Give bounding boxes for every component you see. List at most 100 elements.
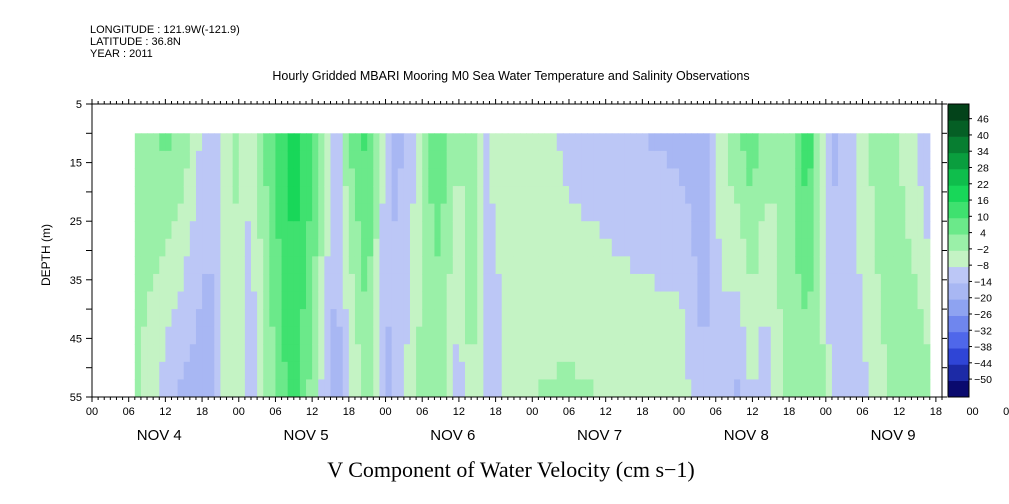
heatmap-cell <box>807 344 815 363</box>
heatmap-cell <box>899 344 906 363</box>
heatmap-cell <box>691 309 698 328</box>
heatmap-cell <box>232 203 240 222</box>
heatmap-cell <box>195 256 203 275</box>
heatmap-cell <box>238 186 246 205</box>
heatmap-cell <box>795 203 802 222</box>
heatmap-cell <box>263 291 270 310</box>
heatmap-cell <box>783 379 790 397</box>
heatmap-cell <box>238 344 246 363</box>
heatmap-cell <box>899 256 906 275</box>
heatmap-cell <box>721 203 729 222</box>
heatmap-cell <box>348 361 356 381</box>
heatmap-cell <box>917 238 925 257</box>
heatmap-cell <box>373 186 381 205</box>
heatmap-cell <box>666 256 674 275</box>
heatmap-cell <box>825 150 833 170</box>
heatmap-cell <box>789 379 796 397</box>
heatmap-cell <box>538 256 546 275</box>
heatmap-cell <box>177 186 185 205</box>
heatmap-cell <box>232 186 240 205</box>
heatmap-cell <box>819 168 827 187</box>
heatmap-cell <box>617 309 625 328</box>
heatmap-cell <box>489 379 497 397</box>
heatmap-cell <box>581 309 588 328</box>
heatmap-cell <box>250 344 258 363</box>
heatmap-cell <box>672 168 680 187</box>
heatmap-cell <box>917 221 925 240</box>
heatmap-cell <box>520 238 527 257</box>
heatmap-cell <box>483 273 491 293</box>
heatmap-cell <box>348 238 356 257</box>
heatmap-cell <box>483 379 491 397</box>
heatmap-cell <box>605 361 613 381</box>
heatmap-cell <box>758 361 766 381</box>
heatmap-cell <box>825 291 833 310</box>
heatmap-cell <box>550 238 558 257</box>
heatmap-cell <box>880 309 888 328</box>
heatmap-cell <box>214 344 222 363</box>
heatmap-cell <box>465 291 472 310</box>
heatmap-cell <box>281 379 289 397</box>
heatmap-cell <box>740 238 747 257</box>
heatmap-cell <box>856 133 864 152</box>
heatmap-cell <box>422 291 429 310</box>
heatmap-cell <box>838 326 845 345</box>
heatmap-cell <box>709 273 717 293</box>
heatmap-cell <box>611 133 619 152</box>
heatmap-cell <box>862 326 870 345</box>
heatmap-cell <box>721 168 729 187</box>
heatmap-cell <box>868 168 876 187</box>
heatmap-cell <box>507 326 515 345</box>
heatmap-cell <box>153 238 160 257</box>
heatmap-cell <box>844 291 851 310</box>
heatmap-cell <box>850 344 857 363</box>
heatmap-cell <box>287 150 295 170</box>
heatmap-cell <box>471 168 478 187</box>
heatmap-cell <box>899 186 906 205</box>
x-tick-label: 00 <box>379 406 391 418</box>
heatmap-cell <box>831 379 839 397</box>
heatmap-cell <box>911 186 919 205</box>
heatmap-cell <box>813 326 821 345</box>
heatmap-cell <box>342 203 350 222</box>
heatmap-cell <box>697 168 705 187</box>
heatmap-cell <box>844 256 851 275</box>
heatmap-cell <box>813 133 821 152</box>
heatmap-cell <box>526 203 533 222</box>
heatmap-cell <box>507 203 515 222</box>
heatmap-cell <box>770 221 778 240</box>
heatmap-cell <box>244 203 252 222</box>
heatmap-cell <box>532 309 540 328</box>
heatmap-cell <box>599 150 607 170</box>
heatmap-cell <box>825 238 833 257</box>
heatmap-cell <box>795 326 802 345</box>
heatmap-cell <box>783 238 790 257</box>
heatmap-cell <box>550 256 558 275</box>
heatmap-cell <box>520 203 527 222</box>
heatmap-cell <box>752 186 760 205</box>
heatmap-cell <box>416 309 423 328</box>
heatmap-cell <box>838 186 845 205</box>
heatmap-cell <box>795 256 802 275</box>
heatmap-cell <box>819 203 827 222</box>
heatmap-cell <box>605 203 613 222</box>
heatmap-cell <box>746 221 754 240</box>
heatmap-cell <box>458 273 466 293</box>
heatmap-cell <box>324 133 332 152</box>
heatmap-cell <box>844 150 851 170</box>
heatmap-cell <box>715 309 723 328</box>
heatmap-cell <box>666 379 674 397</box>
heatmap-cell <box>825 203 833 222</box>
heatmap-cell <box>856 186 864 205</box>
heatmap-cell <box>208 291 215 310</box>
heatmap-cell <box>721 238 729 257</box>
heatmap-cell <box>605 150 613 170</box>
heatmap-cell <box>452 168 460 187</box>
heatmap-cell <box>428 221 436 240</box>
heatmap-cell <box>495 326 503 345</box>
heatmap-cell <box>697 361 705 381</box>
heatmap-cell <box>758 186 766 205</box>
heatmap-cell <box>171 256 179 275</box>
heatmap-cell <box>538 150 546 170</box>
heatmap-cell <box>397 203 405 222</box>
